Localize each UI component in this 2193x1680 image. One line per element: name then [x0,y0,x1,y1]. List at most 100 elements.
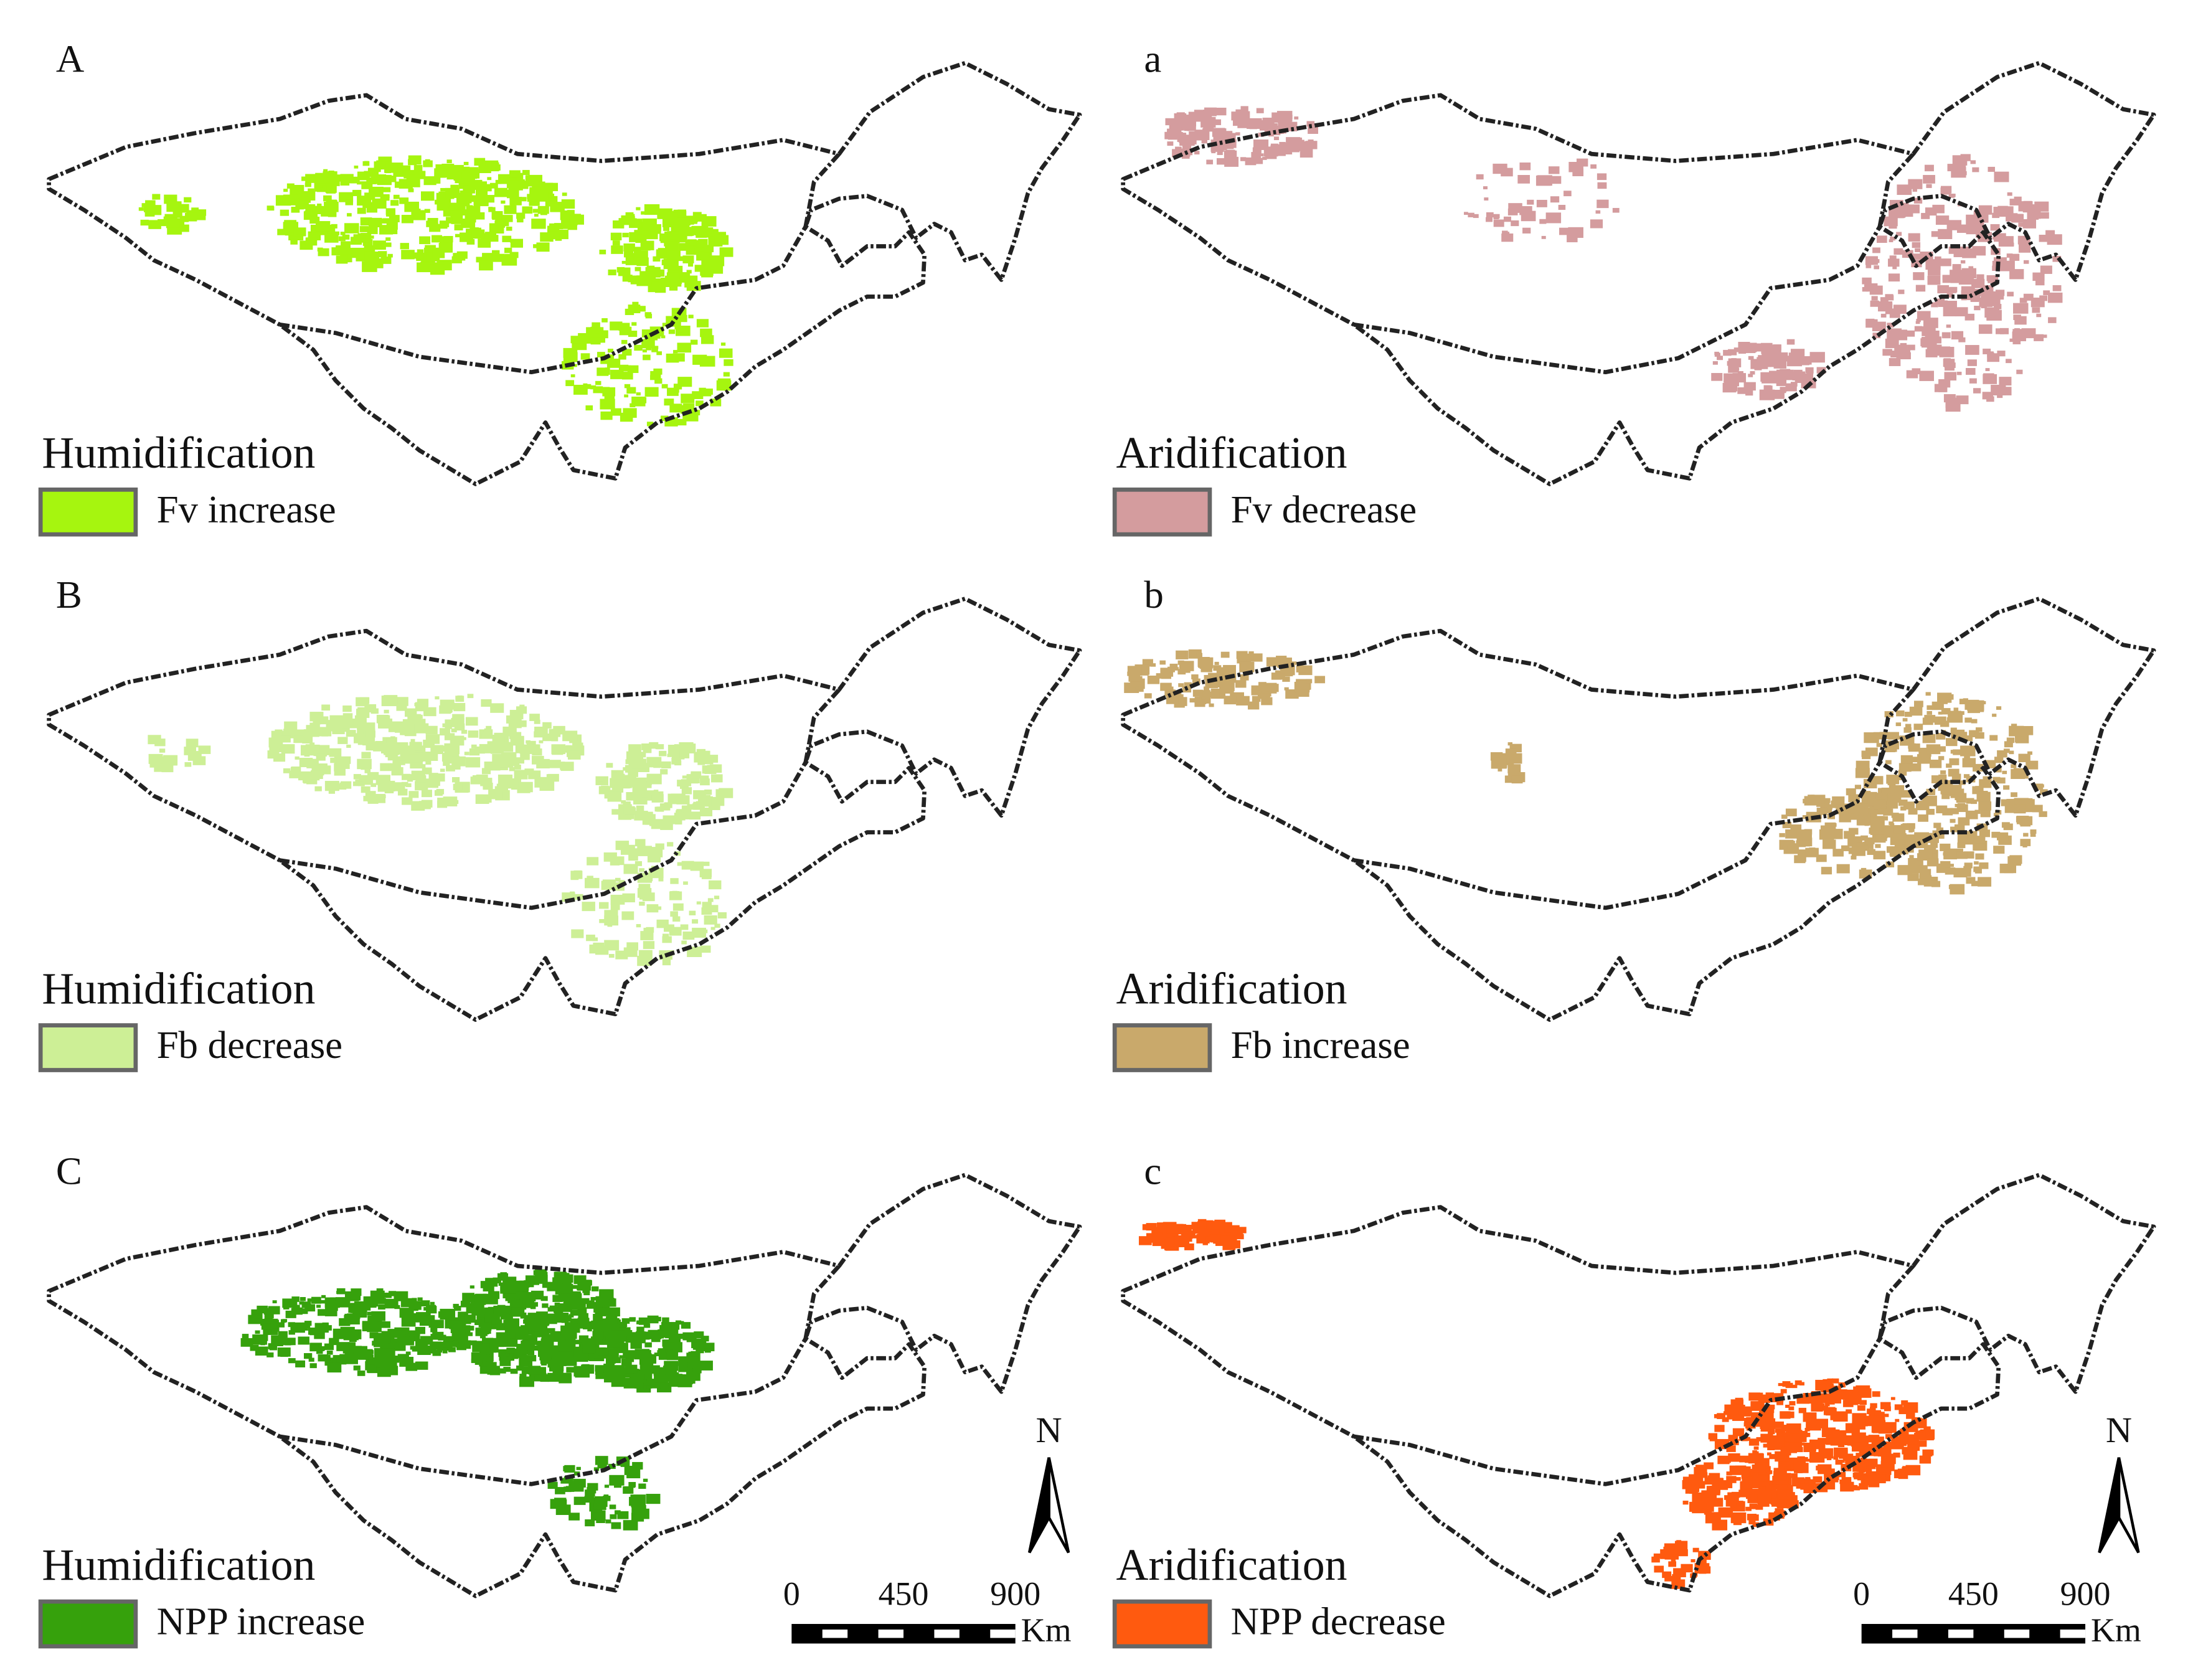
pixel-patch [408,159,417,166]
pixel-patch [1974,732,1984,739]
pixel-patch [483,195,495,203]
pixel-patch [1957,803,1966,809]
pixel-patch [430,264,445,275]
pixel-patch [670,878,679,884]
pixel-patch [1918,878,1928,885]
pixel-patch [1851,856,1857,860]
pixel-patch [1898,763,1912,772]
pixel-patch [451,756,466,767]
pixel-patch [570,374,575,377]
pixel-patch [1917,1440,1927,1447]
pixel-patch [1835,1460,1843,1465]
pixel-patch [2001,799,2011,806]
pixel-patch [537,205,549,214]
pixel-patch [1536,199,1547,207]
pixel-patch [1296,665,1306,672]
pixel-patch [1768,1426,1775,1431]
pixel-patch [370,174,379,180]
pixel-patch [316,753,326,761]
pixel-patch [628,331,638,337]
pixel-patch [1818,1448,1834,1459]
pixel-patch [469,1340,477,1346]
pixel-patch [1924,164,1934,172]
pixel-patch [582,1344,596,1354]
pixel-patch [686,270,692,274]
pixel-patch [704,388,713,395]
pixel-patch [316,1305,321,1308]
pixel-patch [707,905,719,913]
pixel-patch [1854,804,1869,815]
pixel-patch [1912,242,1921,248]
pixel-patch [1852,1413,1867,1423]
pixel-patch [410,1346,416,1350]
pixel-patch [1943,852,1948,856]
pixel-patch [638,788,647,795]
pixel-patch [1917,311,1931,321]
pixel-patch [1695,1465,1704,1471]
pixel-patch [1770,1498,1780,1505]
pixel-patch [1758,1475,1768,1482]
pixel-patch [1957,832,1973,843]
pixel-patch [1790,841,1795,844]
pixel-patch [488,207,496,212]
pixel-patch [628,854,638,861]
pixel-patch [677,328,684,333]
pixel-patch [1981,304,1987,309]
pixel-patch [2014,805,2026,814]
pixel-patch [1781,814,1788,819]
pixel-patch [387,176,397,182]
pixel-patch [636,923,641,928]
pixel-patch [425,734,440,744]
pixel-patch [1940,770,1946,775]
pixel-patch [1205,1236,1214,1242]
pixel-patch [417,249,424,254]
pixel-patch [141,203,148,207]
pixel-patch [1897,833,1907,840]
pixel-patch [1926,184,1932,188]
pixel-patch [571,1319,578,1324]
change-area [1124,649,2048,895]
scale-label: 900 [990,1575,1040,1613]
pixel-patch [1861,750,1871,757]
pixel-patch [612,1357,621,1364]
pixel-patch [443,235,453,243]
pixel-patch [692,927,707,938]
pixel-patch [462,737,466,740]
pixel-patch [318,1309,328,1316]
pixel-patch [1935,215,1950,225]
pixel-patch [327,230,332,234]
pixel-patch [641,1368,653,1376]
pixel-patch [1958,817,1970,826]
legend-item: Fv increase [157,488,336,531]
pixel-patch [1941,708,1951,715]
pixel-patch [336,255,348,264]
pixel-patch [1978,790,1988,798]
pixel-patch [406,206,412,211]
pixel-patch [309,742,315,747]
pixel-patch [1731,1491,1740,1498]
pixel-patch [723,372,730,377]
pixel-patch [2011,764,2017,768]
pixel-patch [1840,1460,1845,1463]
pixel-patch [445,745,450,750]
pixel-patch [634,247,641,252]
pixel-patch [412,720,419,725]
pixel-patch [1160,682,1172,691]
pixel-patch [1967,359,1977,366]
pixel-patch [411,770,425,781]
legend-swatch [38,1023,138,1072]
pixel-patch [641,243,651,251]
pixel-patch [509,710,524,720]
pixel-patch [1541,235,1546,239]
pixel-patch [665,241,679,251]
pixel-patch [402,797,413,805]
pixel-patch [531,1302,539,1307]
pixel-patch [1889,746,1897,752]
pixel-patch [281,735,291,743]
pixel-patch [545,1334,554,1339]
pixel-patch [352,1295,361,1301]
pixel-patch [1848,1395,1862,1405]
pixel-patch [380,257,392,264]
pixel-patch [1900,1428,1907,1433]
pixel-patch [488,235,499,242]
